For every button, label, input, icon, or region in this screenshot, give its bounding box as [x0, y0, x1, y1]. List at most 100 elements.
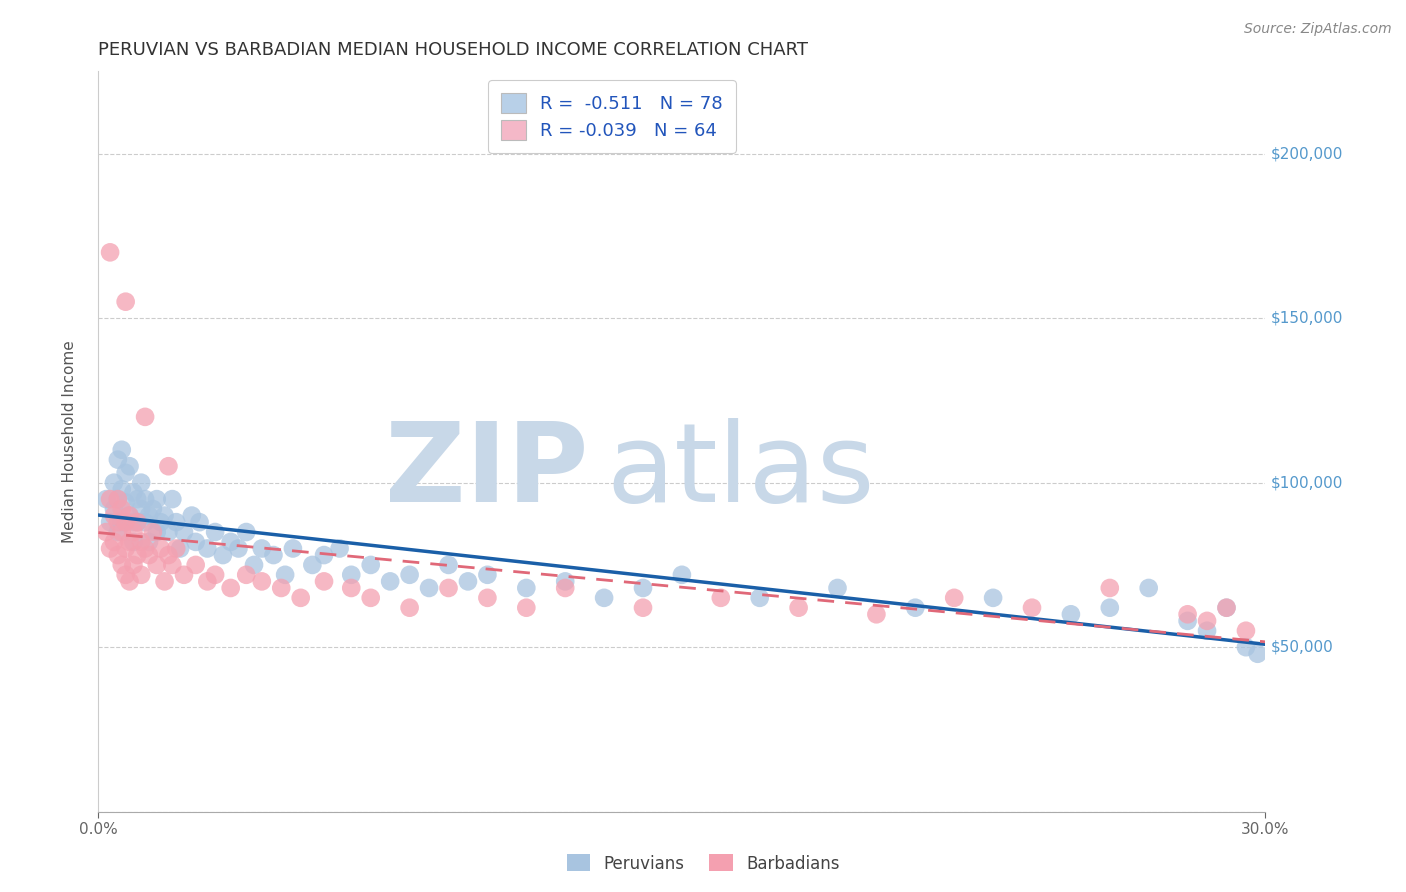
Point — [554, 574, 576, 589]
Point — [477, 567, 499, 582]
Point — [1021, 600, 1043, 615]
Point — [114, 515, 136, 529]
Point — [98, 245, 121, 260]
Point — [114, 567, 136, 582]
Point — [96, 524, 118, 539]
Point — [149, 515, 172, 529]
Point — [103, 535, 125, 549]
Point — [554, 581, 576, 595]
Point — [111, 558, 134, 572]
Point — [1137, 581, 1160, 595]
Text: $150,000: $150,000 — [1271, 310, 1344, 326]
Point — [301, 558, 323, 572]
Point — [157, 548, 180, 562]
Point — [134, 409, 156, 424]
Point — [748, 591, 770, 605]
Point — [1098, 581, 1121, 595]
Point — [943, 591, 966, 605]
Point — [204, 524, 226, 539]
Text: $100,000: $100,000 — [1271, 475, 1344, 491]
Point — [122, 485, 145, 500]
Point — [437, 581, 460, 595]
Point — [169, 541, 191, 556]
Point — [103, 502, 125, 516]
Point — [127, 548, 149, 562]
Point — [107, 452, 129, 467]
Point — [129, 567, 152, 582]
Point — [180, 508, 202, 523]
Point — [274, 567, 297, 582]
Point — [515, 581, 537, 595]
Point — [111, 515, 134, 529]
Point — [127, 492, 149, 507]
Point — [146, 492, 169, 507]
Legend: R =  -0.511   N = 78, R = -0.039   N = 64: R = -0.511 N = 78, R = -0.039 N = 64 — [488, 80, 735, 153]
Point — [103, 508, 125, 523]
Point — [122, 524, 145, 539]
Point — [173, 524, 195, 539]
Point — [195, 574, 218, 589]
Point — [149, 541, 172, 556]
Point — [157, 524, 180, 539]
Point — [111, 442, 134, 457]
Point — [96, 492, 118, 507]
Point — [398, 567, 420, 582]
Text: Source: ZipAtlas.com: Source: ZipAtlas.com — [1244, 22, 1392, 37]
Text: atlas: atlas — [606, 417, 875, 524]
Point — [477, 591, 499, 605]
Point — [250, 541, 273, 556]
Point — [162, 558, 184, 572]
Point — [671, 567, 693, 582]
Text: $50,000: $50,000 — [1271, 640, 1334, 655]
Point — [1195, 614, 1218, 628]
Point — [593, 591, 616, 605]
Point — [312, 574, 335, 589]
Point — [98, 515, 121, 529]
Point — [165, 515, 187, 529]
Point — [250, 574, 273, 589]
Point — [138, 548, 160, 562]
Point — [122, 515, 145, 529]
Point — [235, 567, 257, 582]
Point — [380, 574, 402, 589]
Point — [262, 548, 284, 562]
Point — [122, 535, 145, 549]
Point — [114, 515, 136, 529]
Point — [515, 600, 537, 615]
Point — [165, 541, 187, 556]
Point — [710, 591, 733, 605]
Point — [129, 535, 152, 549]
Point — [827, 581, 849, 595]
Point — [340, 567, 363, 582]
Point — [138, 508, 160, 523]
Point — [204, 567, 226, 582]
Point — [290, 591, 312, 605]
Y-axis label: Median Household Income: Median Household Income — [62, 340, 77, 543]
Point — [142, 524, 165, 539]
Point — [107, 515, 129, 529]
Point — [134, 541, 156, 556]
Point — [118, 508, 141, 523]
Point — [219, 581, 242, 595]
Point — [107, 492, 129, 507]
Point — [153, 574, 176, 589]
Point — [340, 581, 363, 595]
Point — [127, 515, 149, 529]
Point — [228, 541, 250, 556]
Point — [114, 541, 136, 556]
Point — [107, 524, 129, 539]
Point — [111, 502, 134, 516]
Point — [631, 600, 654, 615]
Point — [219, 535, 242, 549]
Point — [437, 558, 460, 572]
Point — [98, 492, 121, 507]
Point — [98, 541, 121, 556]
Point — [398, 600, 420, 615]
Point — [1215, 600, 1237, 615]
Point — [418, 581, 440, 595]
Point — [114, 495, 136, 509]
Point — [270, 581, 292, 595]
Point — [184, 558, 207, 572]
Point — [138, 535, 160, 549]
Point — [111, 482, 134, 496]
